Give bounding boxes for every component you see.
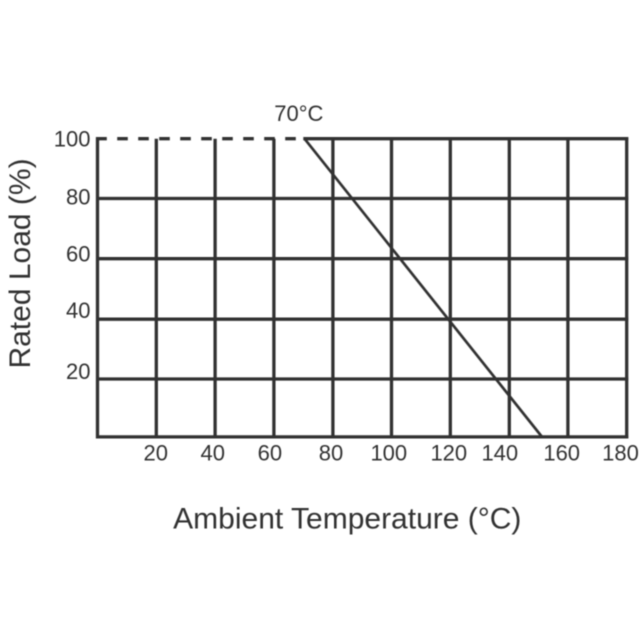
svg-text:60: 60 [258,441,282,466]
svg-text:40: 40 [201,441,225,466]
svg-text:100: 100 [54,127,91,152]
svg-text:80: 80 [66,185,90,210]
svg-text:100: 100 [370,441,407,466]
svg-text:140: 140 [481,441,518,466]
svg-text:160: 160 [543,441,580,466]
svg-text:Ambient Temperature (°C): Ambient Temperature (°C) [173,502,521,535]
svg-text:70°C: 70°C [274,101,323,126]
svg-text:120: 120 [430,441,467,466]
svg-text:20: 20 [66,359,90,384]
svg-text:Rated Load (%): Rated Load (%) [4,158,37,368]
svg-text:180: 180 [602,441,639,466]
svg-text:80: 80 [319,441,343,466]
svg-text:60: 60 [66,242,90,267]
svg-text:20: 20 [144,441,168,466]
svg-text:40: 40 [66,298,90,323]
